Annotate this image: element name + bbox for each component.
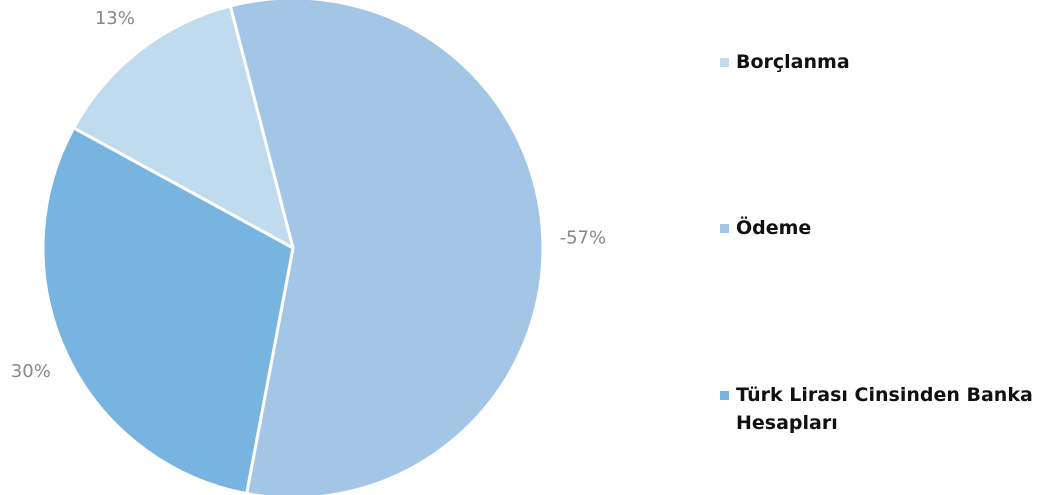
legend-swatch [720, 58, 729, 67]
slice-label: 30% [11, 361, 51, 382]
pie-slice [71, 4, 296, 251]
slice-label: 13% [95, 8, 135, 29]
legend-item: Türk Lirası Cinsinden Banka Hesapları [720, 381, 1061, 437]
pie-slice [41, 125, 295, 495]
pie-slice [228, 0, 545, 495]
legend-item: Ödeme [720, 214, 1061, 242]
slice-label: -57% [560, 227, 607, 248]
legend-item: Borçlanma [720, 48, 1061, 76]
legend-swatch [720, 224, 729, 233]
legend-swatch [720, 391, 729, 400]
legend-label: Borçlanma [736, 51, 850, 73]
legend-label: Türk Lirası Cinsinden Banka Hesapları [736, 384, 1033, 434]
legend-label: Ödeme [736, 217, 812, 239]
